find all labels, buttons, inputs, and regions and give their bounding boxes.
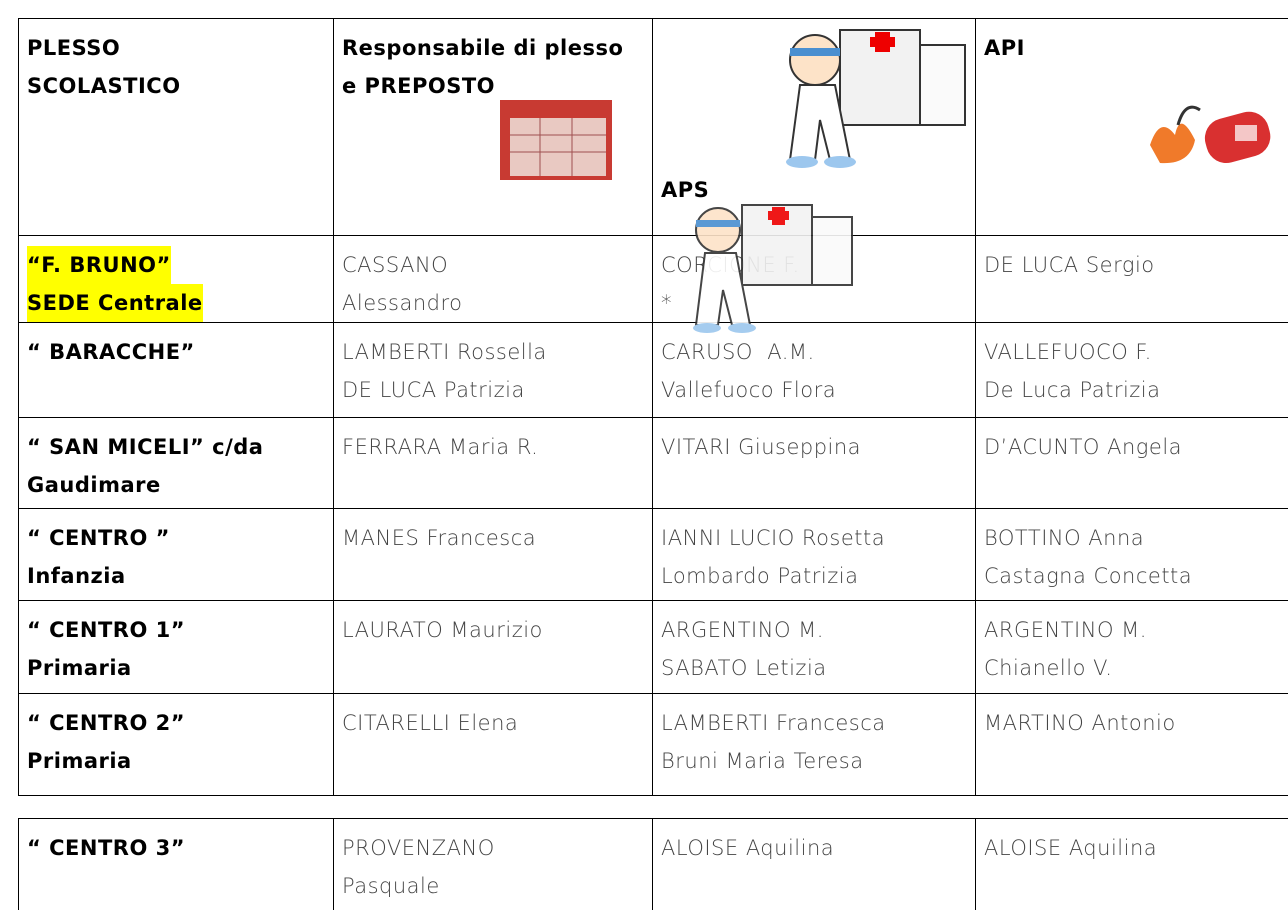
cell-text: API — [984, 36, 1025, 60]
cell-text: “ CENTRO 1” — [27, 618, 186, 642]
cell-text: Bruni Maria Teresa — [661, 749, 864, 773]
cell-text: “F. BRUNO” — [27, 246, 171, 284]
cell-text: Responsabile di plesso — [342, 36, 624, 60]
cell-text: PLESSO — [27, 36, 121, 60]
table-cell: “ CENTRO 2” Primaria — [18, 693, 334, 796]
cell-text: LAMBERTI Rossella — [342, 340, 547, 364]
cell-text: SABATO Letizia — [661, 656, 827, 680]
cell-text: VALLEFUOCO F. — [984, 340, 1152, 364]
table-cell: LAURATO Maurizio — [333, 600, 653, 694]
table-cell: PROVENZANO Pasquale — [333, 818, 653, 910]
cell-text: “ CENTRO ” — [27, 526, 170, 550]
table-cell: Responsabile di plesso e PREPOSTO — [333, 18, 653, 236]
table-cell: CASSANO Alessandro — [333, 235, 653, 323]
cell-text: IANNI LUCIO Rosetta — [661, 526, 886, 550]
cell-text: Primaria — [27, 656, 132, 680]
cell-text: Castagna Concetta — [984, 564, 1193, 588]
cell-text: Alessandro — [342, 291, 463, 315]
table-cell: PLESSO SCOLASTICO — [18, 18, 334, 236]
cell-text: SEDE Centrale — [27, 284, 203, 322]
cell-text: PROVENZANO — [342, 836, 495, 860]
cell-text: DE LUCA Sergio — [984, 253, 1155, 277]
cell-text: FERRARA Maria R. — [342, 435, 539, 459]
cell-text: LAMBERTI Francesca — [661, 711, 886, 735]
first-aid-icon-small — [693, 204, 853, 333]
cell-text: CITARELLI Elena — [342, 711, 519, 735]
table-cell: “ CENTRO 3” — [18, 818, 334, 910]
cell-text: “ BARACCHE” — [27, 340, 195, 364]
table-cell: “ BARACCHE” — [18, 322, 334, 418]
table-cell: MARTINO Antonio — [975, 693, 1288, 796]
table-cell: ALOISE Aquilina — [975, 818, 1288, 910]
table-cell: BOTTINO Anna Castagna Concetta — [975, 508, 1288, 601]
cell-text: ALOISE Aquilina — [984, 836, 1158, 860]
table-cell: LAMBERTI Rossella DE LUCA Patrizia — [333, 322, 653, 418]
table-cell: “ SAN MICELI” c/da Gaudimare — [18, 417, 334, 509]
cell-text: MANES Francesca — [342, 526, 537, 550]
cell-text: ALOISE Aquilina — [661, 836, 835, 860]
building-icon — [500, 100, 612, 180]
cell-text: SCOLASTICO — [27, 74, 181, 98]
cell-text: Lombardo Patrizia — [661, 564, 859, 588]
table-cell: LAMBERTI Francesca Bruni Maria Teresa — [652, 693, 976, 796]
cell-text: CARUSO A.M. — [661, 340, 815, 364]
first-aid-icon — [786, 29, 966, 168]
extinguisher-icon — [1150, 105, 1271, 164]
cell-text: Infanzia — [27, 564, 126, 588]
table-cell: ARGENTINO M. SABATO Letizia — [652, 600, 976, 694]
table-cell: “ CENTRO ” Infanzia — [18, 508, 334, 601]
cell-text: De Luca Patrizia — [984, 378, 1161, 402]
table-cell: ALOISE Aquilina — [652, 818, 976, 910]
table-cell: CITARELLI Elena — [333, 693, 653, 796]
table-cell: “F. BRUNO” SEDE Centrale — [18, 235, 334, 323]
cell-text: BOTTINO Anna — [984, 526, 1145, 550]
cell-text: Pasquale — [342, 874, 440, 898]
cell-text: e PREPOSTO — [342, 74, 496, 98]
cell-text: MARTINO Antonio — [984, 711, 1176, 735]
table-cell: ARGENTINO M. Chianello V. — [975, 600, 1288, 694]
cell-text: D’ACUNTO Angela — [984, 435, 1183, 459]
cell-text: VITARI Giuseppina — [661, 435, 862, 459]
cell-text: DE LUCA Patrizia — [342, 378, 525, 402]
table-cell: MANES Francesca — [333, 508, 653, 601]
cell-text: “ CENTRO 3” — [27, 836, 186, 860]
table-cell: VALLEFUOCO F. De Luca Patrizia — [975, 322, 1288, 418]
table-cell: “ CENTRO 1” Primaria — [18, 600, 334, 694]
table-cell: IANNI LUCIO Rosetta Lombardo Patrizia — [652, 508, 976, 601]
cell-text: LAURATO Maurizio — [342, 618, 543, 642]
table-cell: DE LUCA Sergio — [975, 235, 1288, 323]
table-cell: D’ACUNTO Angela — [975, 417, 1288, 509]
cell-text: “ SAN MICELI” c/da — [27, 435, 264, 459]
table-cell: FERRARA Maria R. — [333, 417, 653, 509]
table-cell: VITARI Giuseppina — [652, 417, 976, 509]
cell-text: “ CENTRO 2” — [27, 711, 186, 735]
cell-text: ARGENTINO M. — [984, 618, 1147, 642]
cell-text: Chianello V. — [984, 656, 1113, 680]
cell-text: CASSANO — [342, 253, 449, 277]
cell-text: Vallefuoco Flora — [661, 378, 837, 402]
cell-text: APS — [661, 178, 710, 202]
cell-text: ARGENTINO M. — [661, 618, 824, 642]
cell-text: Primaria — [27, 749, 132, 773]
cell-text: * — [661, 291, 672, 315]
cell-text: Gaudimare — [27, 473, 161, 497]
